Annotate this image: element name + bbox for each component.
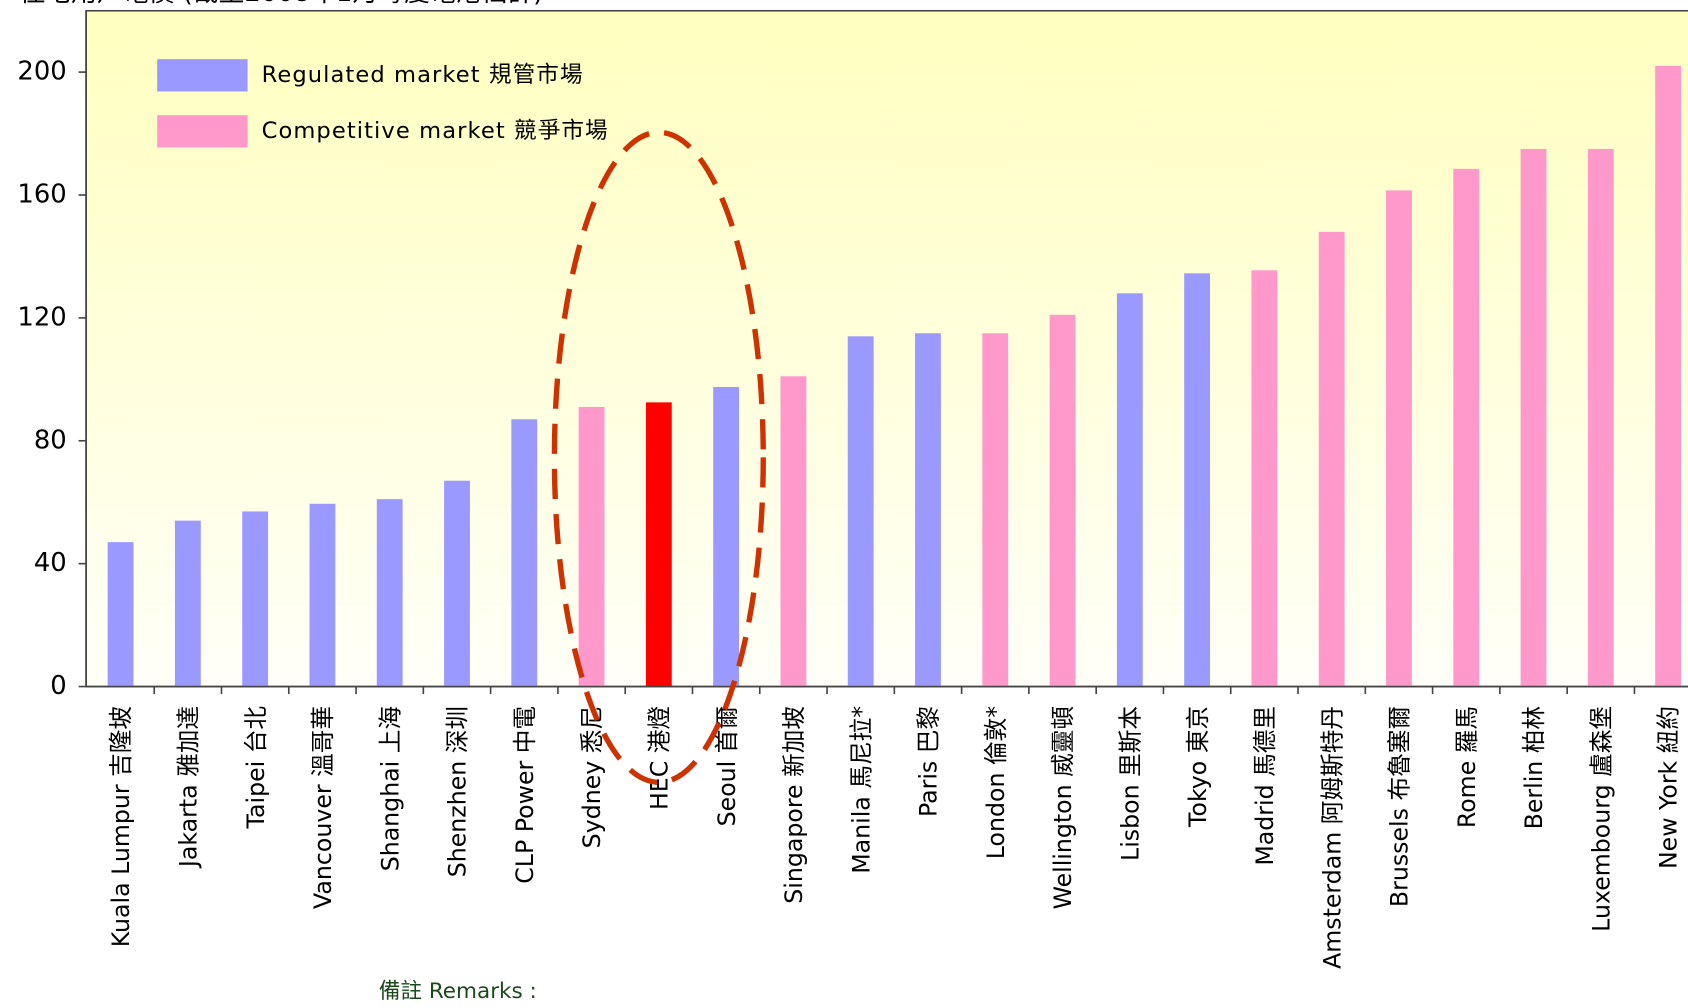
x-tick-label: Berlin 柏林 bbox=[1520, 706, 1548, 829]
x-tick-label: Shenzhen 深圳 bbox=[444, 706, 472, 877]
bar bbox=[511, 419, 538, 687]
bar bbox=[645, 402, 672, 687]
bar bbox=[1116, 293, 1143, 687]
x-tick-label: London 倫敦* bbox=[982, 706, 1010, 860]
x-tick-label: Madrid 馬德里 bbox=[1251, 706, 1279, 866]
bar bbox=[1453, 168, 1480, 687]
x-tick-label: Jakarta 雅加達 bbox=[175, 706, 203, 869]
y-tick-label: 0 bbox=[50, 671, 66, 701]
bar bbox=[1318, 231, 1345, 687]
x-tick-label: Brussels 布魯塞爾 bbox=[1386, 706, 1414, 907]
x-tick-label: Tokyo 東京 bbox=[1184, 706, 1212, 828]
legend-label: Competitive market 競爭市場 bbox=[262, 118, 609, 144]
x-tick-label: Shanghai 上海 bbox=[376, 706, 404, 871]
x-tick-label: Luxembourg 盧森堡 bbox=[1587, 706, 1615, 932]
bar bbox=[1655, 65, 1682, 687]
y-tick-label: 200 bbox=[17, 57, 66, 87]
bar bbox=[1386, 190, 1412, 687]
y-tick-label: 160 bbox=[17, 179, 66, 209]
bar bbox=[780, 376, 807, 687]
x-tick-label: CLP Power 中電 bbox=[511, 706, 539, 884]
bar bbox=[376, 499, 403, 687]
x-tick-label: HEC 港燈 bbox=[645, 706, 673, 810]
legend-swatch bbox=[157, 59, 248, 92]
bar bbox=[1587, 148, 1614, 687]
bar bbox=[1520, 148, 1547, 687]
highlight-ellipse bbox=[551, 129, 766, 786]
bar bbox=[713, 387, 740, 687]
plot-area bbox=[85, 9, 1688, 688]
bar bbox=[578, 406, 605, 687]
x-tick-label: Manila 馬尼拉* bbox=[847, 706, 875, 874]
x-tick-label: Vancouver 溫哥華 bbox=[309, 706, 337, 909]
x-tick-label: Amsterdam 阿姆斯特丹 bbox=[1318, 706, 1346, 969]
bar bbox=[107, 542, 134, 687]
x-tick-label: Rome 羅馬 bbox=[1453, 706, 1481, 828]
remarks: 備註 Remarks : bbox=[379, 979, 537, 1004]
y-tick-label: 80 bbox=[34, 425, 67, 455]
bar bbox=[242, 511, 269, 687]
bar bbox=[915, 333, 941, 687]
bar bbox=[444, 480, 470, 687]
bar bbox=[1184, 273, 1211, 687]
legend-label: Regulated market 規管市場 bbox=[262, 62, 584, 88]
x-tick-label: Wellington 威靈頓 bbox=[1049, 706, 1077, 909]
x-tick-label: New York 紐約 bbox=[1655, 706, 1683, 869]
x-tick-label: Taipei 台北 bbox=[242, 706, 270, 830]
x-tick-label: Kuala Lumpur 吉隆坡 bbox=[107, 706, 135, 947]
y-tick-label: 40 bbox=[34, 548, 67, 578]
bar bbox=[1049, 314, 1076, 687]
bar bbox=[174, 520, 201, 687]
bar bbox=[1251, 270, 1278, 687]
x-tick-label: Sydney 悉尼 bbox=[578, 706, 606, 848]
marks: 0 40 80 120 160 200 Kuala Lumpur 吉隆坡 Jakarta 雅加… bbox=[17, 10, 1688, 969]
chart-title: 住宅用戶電價 (截至2008年1月每度電港仙計) bbox=[19, 0, 543, 8]
bar bbox=[309, 503, 336, 687]
x-tick-label: Singapore 新加坡 bbox=[780, 706, 808, 904]
y-tick-label: 120 bbox=[17, 302, 66, 332]
legend-swatch bbox=[157, 115, 248, 148]
bar bbox=[982, 333, 1009, 687]
bar bbox=[847, 336, 874, 687]
x-tick-label: Paris 巴黎 bbox=[915, 706, 943, 817]
x-tick-label: Lisbon 里斯本 bbox=[1116, 706, 1144, 861]
